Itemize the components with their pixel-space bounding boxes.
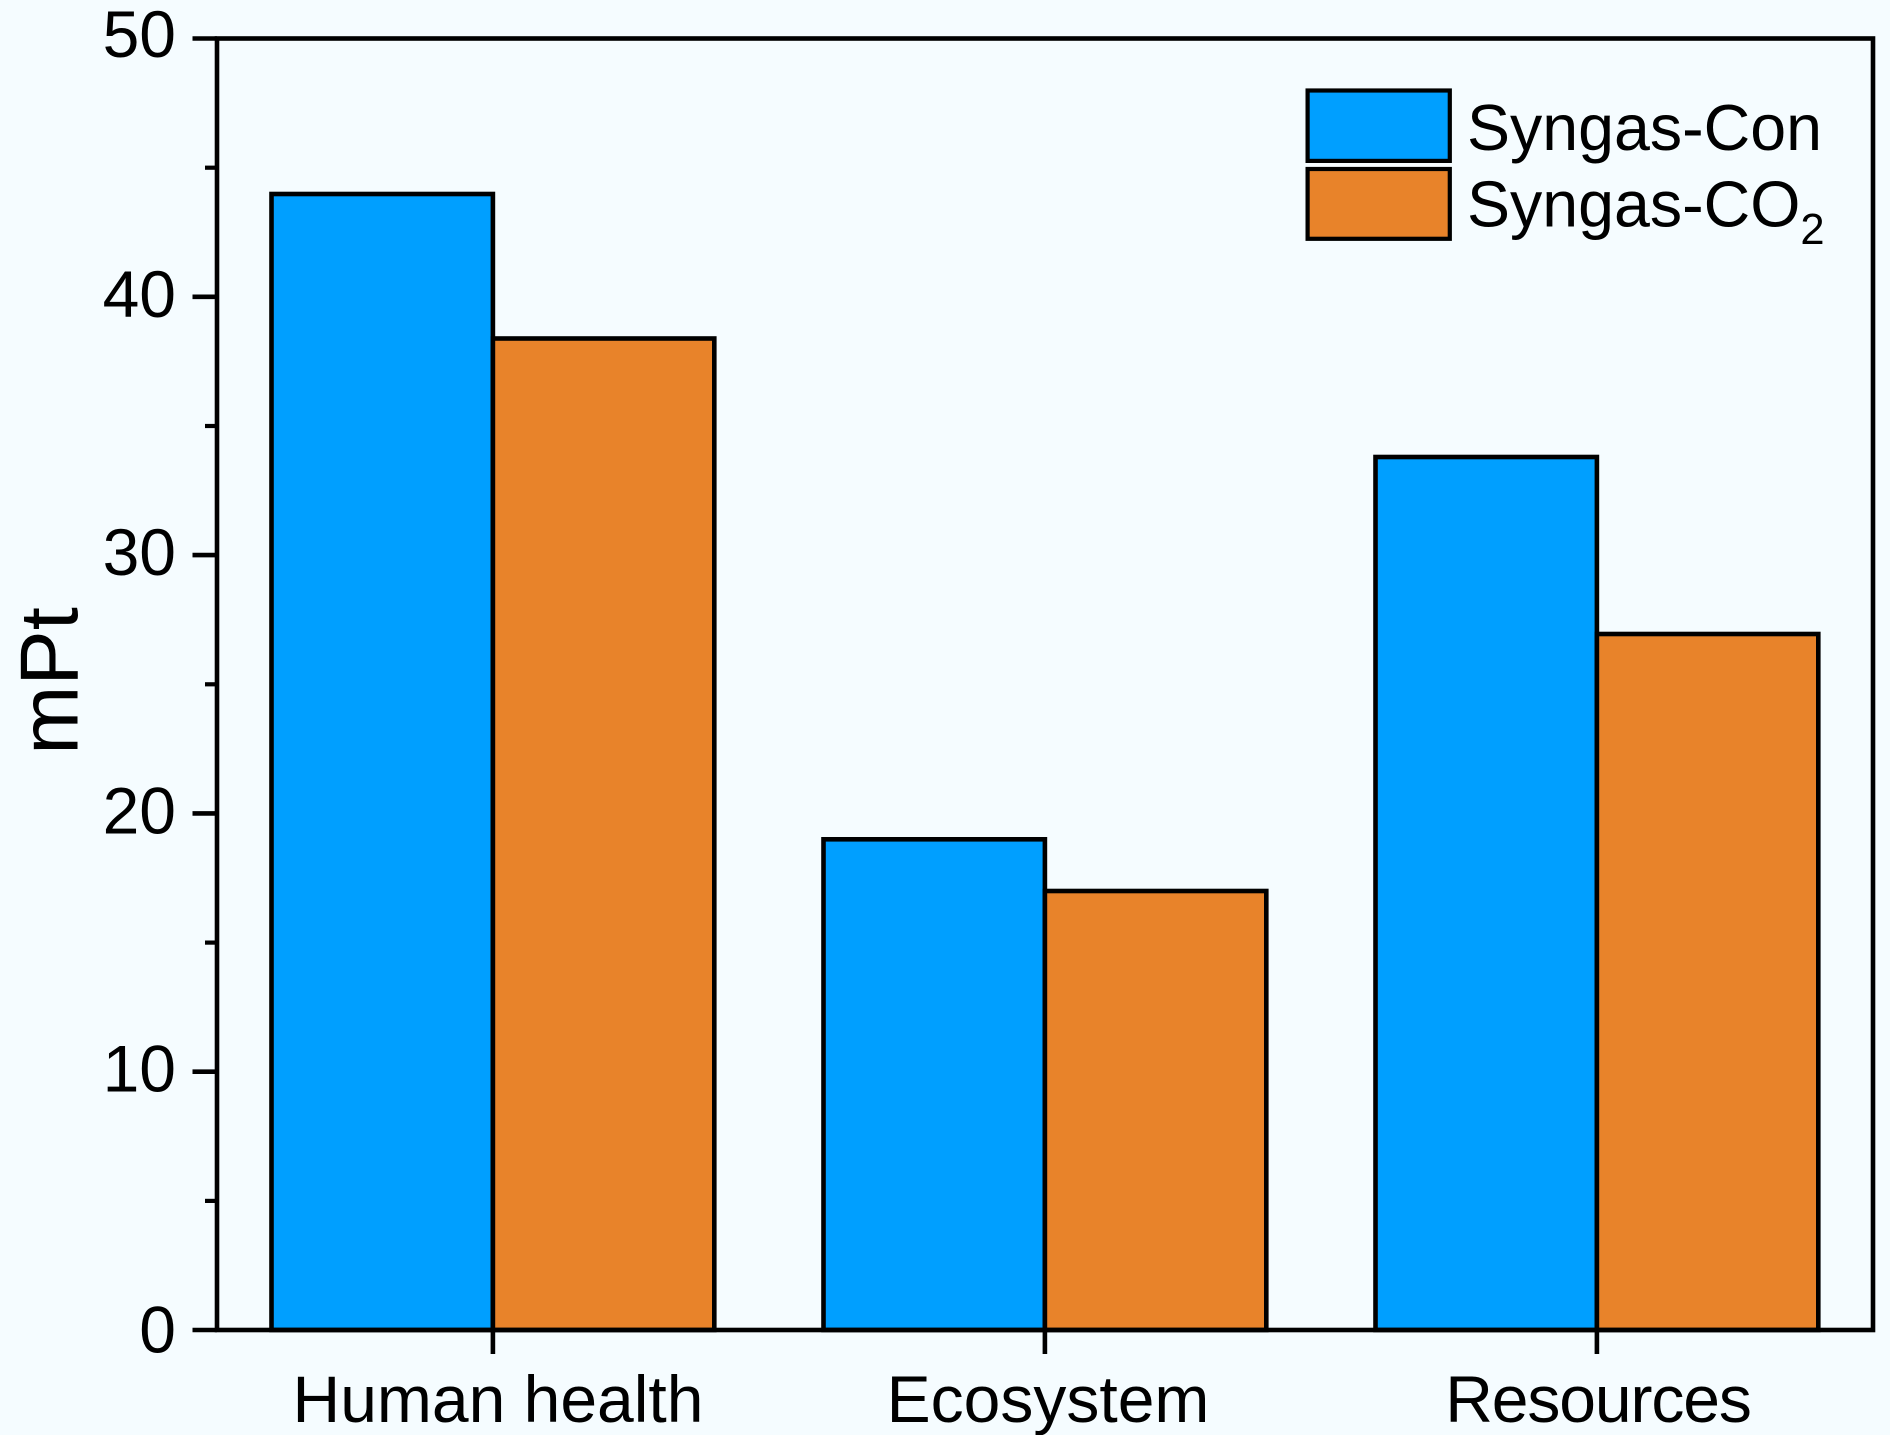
svg-text:40: 40 <box>103 257 176 331</box>
svg-text:30: 30 <box>103 515 176 589</box>
svg-text:0: 0 <box>139 1293 176 1367</box>
svg-text:Syngas-CO2: Syngas-CO2 <box>1467 168 1825 254</box>
svg-text:Syngas-Con: Syngas-Con <box>1467 92 1822 164</box>
svg-text:Resources: Resources <box>1445 1362 1751 1435</box>
svg-text:20: 20 <box>103 773 176 847</box>
svg-text:50: 50 <box>103 0 176 71</box>
svg-text:Human health: Human health <box>293 1362 704 1435</box>
svg-text:mPt: mPt <box>3 607 96 755</box>
svg-text:Ecosystem: Ecosystem <box>887 1362 1210 1435</box>
svg-text:10: 10 <box>103 1032 176 1106</box>
